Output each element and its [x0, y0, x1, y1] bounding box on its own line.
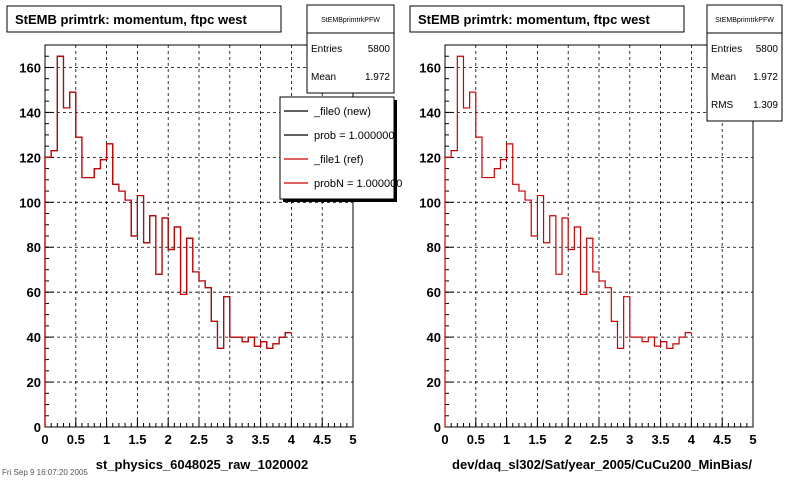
- title-box: [6, 5, 282, 33]
- y-tick-label: 20: [27, 375, 41, 390]
- x-tick-label: 1: [503, 432, 510, 447]
- y-tick-label: 20: [427, 375, 441, 390]
- legend-label: _file1 (ref): [313, 154, 364, 166]
- x-tick-label: 0.5: [67, 432, 85, 447]
- y-tick-label: 60: [427, 285, 441, 300]
- y-tick-label: 40: [427, 330, 441, 345]
- y-tick-label: 140: [19, 105, 41, 120]
- chart-title: StEMB primtrk: momentum, ftpc west: [15, 12, 248, 27]
- x-tick-label: 3.5: [652, 432, 670, 447]
- x-tick-label: 0.5: [467, 432, 485, 447]
- y-tick-label: 80: [427, 240, 441, 255]
- stats-row-value: 5800: [368, 44, 391, 55]
- x-tick-label: 2: [565, 432, 572, 447]
- y-tick-label: 80: [27, 240, 41, 255]
- legend-label: probN = 1.000000: [314, 178, 402, 190]
- x-tick-label: 0: [41, 432, 48, 447]
- x-tick-label: 4.5: [713, 432, 731, 447]
- y-tick-label: 100: [419, 195, 441, 210]
- stats-box: [306, 4, 395, 94]
- y-tick-label: 140: [419, 105, 441, 120]
- stats-name: StEMBprimtrkPFW: [321, 17, 380, 24]
- x-tick-label: 2.5: [190, 432, 208, 447]
- chart-panel-1: 0 0.5 1 1.5 2 2.5 3 3.5 4 4.5 5 0 20 40 60 80 100 120 140 1…: [6, 4, 402, 472]
- y-tick-label: 0: [34, 420, 41, 435]
- title-box: [409, 5, 685, 33]
- y-tick-label: 160: [419, 60, 441, 75]
- y-tick-label: 160: [19, 60, 41, 75]
- x-tick-label: 5: [349, 432, 356, 447]
- y-tick-label: 120: [419, 150, 441, 165]
- stats-row-label: Mean: [311, 72, 336, 83]
- legend-label: _file0 (new): [313, 106, 371, 118]
- legend-box: [279, 96, 395, 200]
- x-tick-label: 1.5: [528, 432, 546, 447]
- stats-row-label: Entries: [711, 44, 742, 55]
- x-tick-label: 4.5: [313, 432, 331, 447]
- stats-row-value: 1.972: [365, 72, 390, 83]
- y-tick-label: 120: [19, 150, 41, 165]
- stats-row-label: Mean: [711, 72, 736, 83]
- y-tick-label: 40: [27, 330, 41, 345]
- x-tick-label: 1.5: [128, 432, 146, 447]
- y-tick-label: 0: [434, 420, 441, 435]
- y-tick-label: 60: [27, 285, 41, 300]
- x-tick-label: 0: [441, 432, 448, 447]
- stats-row-value: 1.309: [753, 100, 778, 111]
- x-tick-label: 4: [288, 432, 296, 447]
- histogram-series-2: [44, 55, 292, 427]
- x-tick-label: 5: [749, 432, 756, 447]
- y-tick-label: 100: [19, 195, 41, 210]
- x-tick-label: 3.5: [252, 432, 270, 447]
- x-tick-label: 3: [226, 432, 233, 447]
- stats-row-label: Entries: [311, 44, 342, 55]
- x-axis-label: st_physics_6048025_raw_1020002: [96, 457, 309, 472]
- footer-timestamp: Fri Sep 9 16:07:20 2005: [2, 468, 88, 477]
- x-axis-label: dev/daq_sl302/Sat/year_2005/CuCu200_MinB…: [452, 457, 752, 472]
- x-tick-label: 2: [165, 432, 172, 447]
- histogram-series-1: [444, 55, 692, 427]
- x-tick-label: 3: [626, 432, 633, 447]
- x-tick-label: 2.5: [590, 432, 608, 447]
- stats-box: [706, 4, 783, 122]
- chart-title: StEMB primtrk: momentum, ftpc west: [418, 12, 651, 27]
- x-tick-label: 1: [103, 432, 110, 447]
- stats-row-value: 5800: [756, 44, 779, 55]
- stats-row-value: 1.972: [753, 72, 778, 83]
- stats-name: StEMBprimtrkPFW: [715, 17, 774, 24]
- x-tick-label: 4: [688, 432, 696, 447]
- stats-row-label: RMS: [711, 100, 734, 111]
- legend-label: prob = 1.000000: [314, 130, 394, 142]
- chart-panel-2: 0 0.5 1 1.5 2 2.5 3 3.5 4 4.5 5 0 20 40 60 80 100 120 140 1…: [409, 4, 783, 472]
